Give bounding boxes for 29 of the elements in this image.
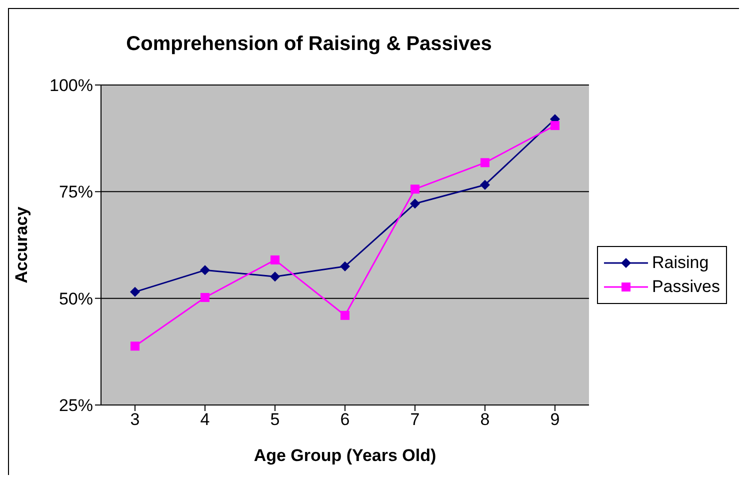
point xyxy=(410,198,420,209)
point xyxy=(130,342,140,351)
x-tick-label: 4 xyxy=(200,410,210,430)
x-tick-label: 7 xyxy=(410,410,420,430)
point xyxy=(200,292,210,302)
legend-label: Passives xyxy=(652,276,720,298)
x-tick-label: 3 xyxy=(130,410,140,430)
point xyxy=(480,180,490,190)
y-tick-label: 100% xyxy=(50,76,93,96)
point xyxy=(130,286,140,297)
point xyxy=(410,184,420,194)
point xyxy=(200,265,210,276)
y-tick-label: 75% xyxy=(58,182,93,202)
point xyxy=(270,272,280,282)
point xyxy=(340,310,350,320)
point xyxy=(270,255,280,264)
y-tick-label: 25% xyxy=(58,396,93,416)
y-axis-title: Accuracy xyxy=(12,206,32,284)
legend-label: Raising xyxy=(652,252,709,274)
chart-title: Comprehension of Raising & Passives xyxy=(125,33,493,56)
point xyxy=(340,261,350,272)
x-tick-label: 6 xyxy=(340,410,350,430)
x-tick-label: 9 xyxy=(550,410,560,430)
x-axis-title: Age Group (Years Old) xyxy=(254,446,436,465)
x-tick-label: 8 xyxy=(480,410,490,430)
point xyxy=(550,121,560,130)
x-tick-label: 5 xyxy=(270,410,280,430)
point xyxy=(480,158,490,168)
y-tick-label: 50% xyxy=(58,289,93,308)
